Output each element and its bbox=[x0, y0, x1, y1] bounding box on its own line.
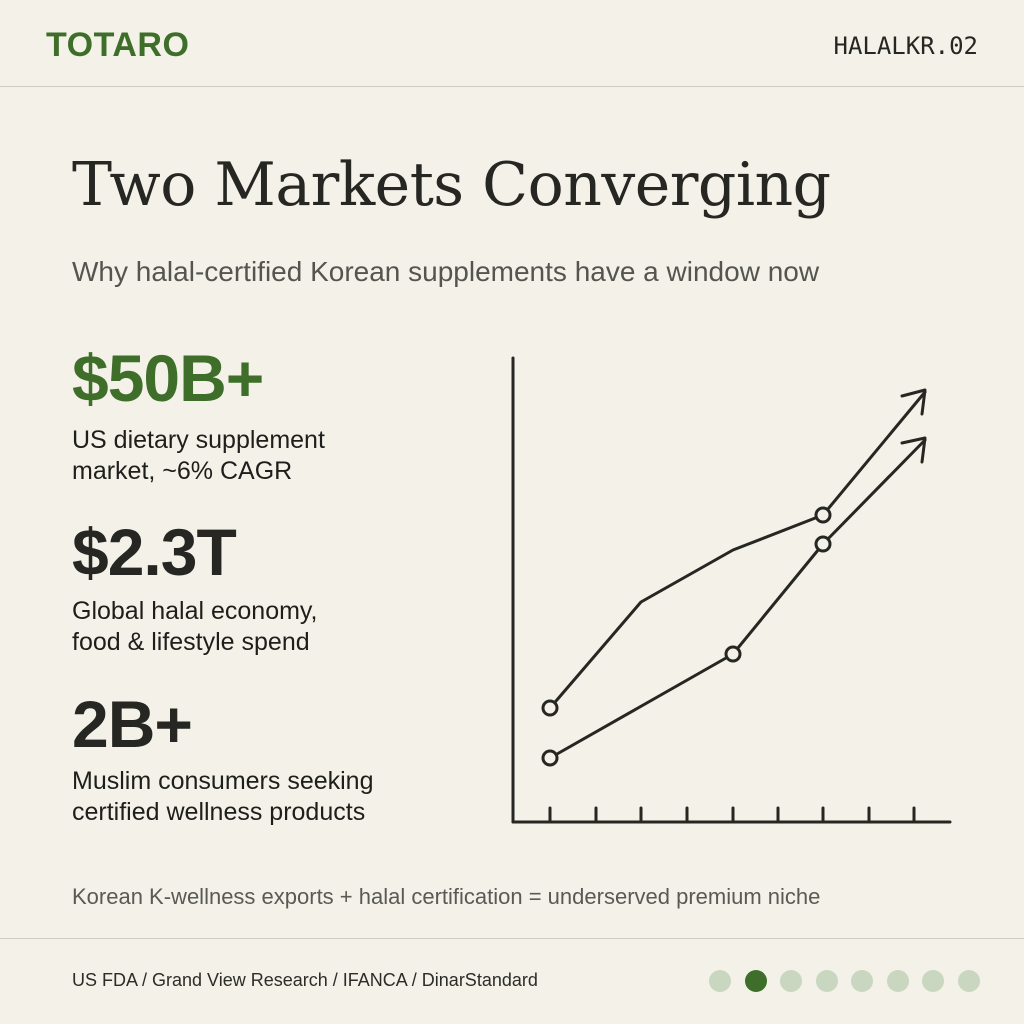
trend-line bbox=[548, 390, 927, 710]
arrow-head bbox=[900, 388, 927, 416]
page-dot[interactable] bbox=[851, 970, 873, 992]
text-line: market, ~6% CAGR bbox=[72, 457, 293, 485]
text-line: Muslim consumers seeking bbox=[72, 767, 374, 795]
page-dot[interactable] bbox=[922, 970, 944, 992]
text-line: Global halal economy, bbox=[72, 597, 318, 625]
point bbox=[541, 699, 559, 717]
ticks bbox=[548, 806, 916, 824]
stat-description: US dietary supplement market, ~6% CAGR bbox=[72, 425, 325, 487]
text-line: US dietary supplement bbox=[72, 426, 325, 454]
point bbox=[814, 535, 832, 553]
stat-value: 2B+ bbox=[72, 687, 193, 761]
page-dot[interactable] bbox=[816, 970, 838, 992]
page-dot[interactable] bbox=[958, 970, 980, 992]
title: Two Markets Converging bbox=[72, 150, 831, 220]
subtitle: Why halal-certified Korean supplements h… bbox=[72, 256, 820, 287]
stat-description: Muslim consumers seeking certified wellne… bbox=[72, 766, 374, 828]
divider bbox=[0, 938, 1024, 939]
arrow-head bbox=[900, 436, 927, 464]
text-line: food & lifestyle spend bbox=[72, 628, 310, 656]
sources: US FDA / Grand View Research / IFANCA / … bbox=[72, 970, 538, 990]
text-line: certified wellness products bbox=[72, 798, 366, 826]
point bbox=[541, 749, 559, 767]
divider bbox=[0, 86, 1024, 87]
point bbox=[814, 506, 832, 524]
stat-description: Global halal economy, food & lifestyle sp… bbox=[72, 596, 318, 658]
page-dot[interactable] bbox=[887, 970, 909, 992]
trend-line bbox=[548, 438, 927, 760]
trend-sketch bbox=[511, 356, 952, 824]
page-dot[interactable] bbox=[709, 970, 731, 992]
stat-value: $50B+ bbox=[72, 341, 264, 415]
slide-code: HALALKR.02 bbox=[833, 32, 979, 60]
brand: TOTARO bbox=[46, 26, 190, 64]
stat-value: $2.3T bbox=[72, 515, 237, 589]
note: Korean K-wellness exports + halal certif… bbox=[72, 884, 821, 909]
page-dot-active[interactable] bbox=[745, 970, 767, 992]
page-dot[interactable] bbox=[780, 970, 802, 992]
pagination bbox=[709, 970, 980, 992]
point bbox=[724, 645, 742, 663]
